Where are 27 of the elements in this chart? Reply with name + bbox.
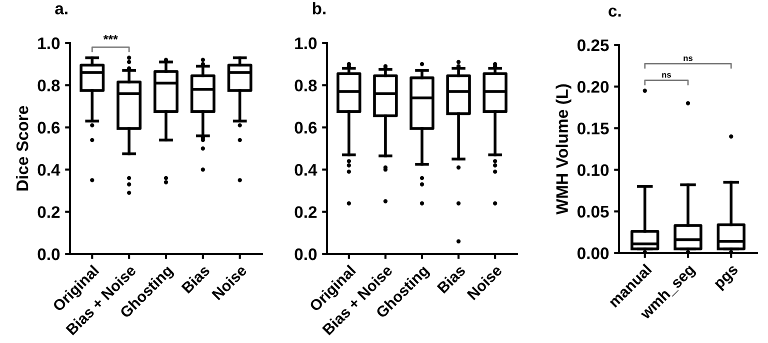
y-axis-title: Dice Score <box>16 106 28 190</box>
y-axis-title: WMH Volume (L) <box>556 84 572 215</box>
y-tick-label: 0.4 <box>294 164 318 176</box>
text: *** <box>103 34 118 40</box>
x-tick-label: pgs <box>714 265 741 292</box>
y-tick-label: 1.0 <box>295 37 317 50</box>
y-tick-label: 0.2 <box>294 206 317 218</box>
y-tick-label: 0.25 <box>578 39 609 52</box>
y-tick-label: 0.4 <box>38 164 60 176</box>
y-tick-label: 0.6 <box>38 122 60 134</box>
annotation: ns <box>684 56 693 62</box>
chart-title: a. <box>55 5 68 14</box>
y-tick-label: 1.0 <box>38 37 60 50</box>
annotation: ns <box>662 73 671 78</box>
y-tick-label: 0.20 <box>578 81 609 93</box>
y-tick-label: 0.2 <box>38 206 60 218</box>
y-tick-label: 0.10 <box>578 164 609 176</box>
y-tick-label: 0.0 <box>38 248 60 260</box>
y-tick-label: 0.15 <box>578 122 609 134</box>
y-tick-label: 0.0 <box>294 248 317 260</box>
y-tick-label: 0.05 <box>578 206 609 218</box>
y-tick-label: 0.6 <box>294 122 317 134</box>
chart-title: c. <box>608 8 621 17</box>
y-tick-label: 0.8 <box>38 80 60 92</box>
y-tick-label: 0.8 <box>294 80 317 92</box>
y-tick-label: 0.00 <box>578 247 609 260</box>
chart-title: b. <box>312 2 326 14</box>
